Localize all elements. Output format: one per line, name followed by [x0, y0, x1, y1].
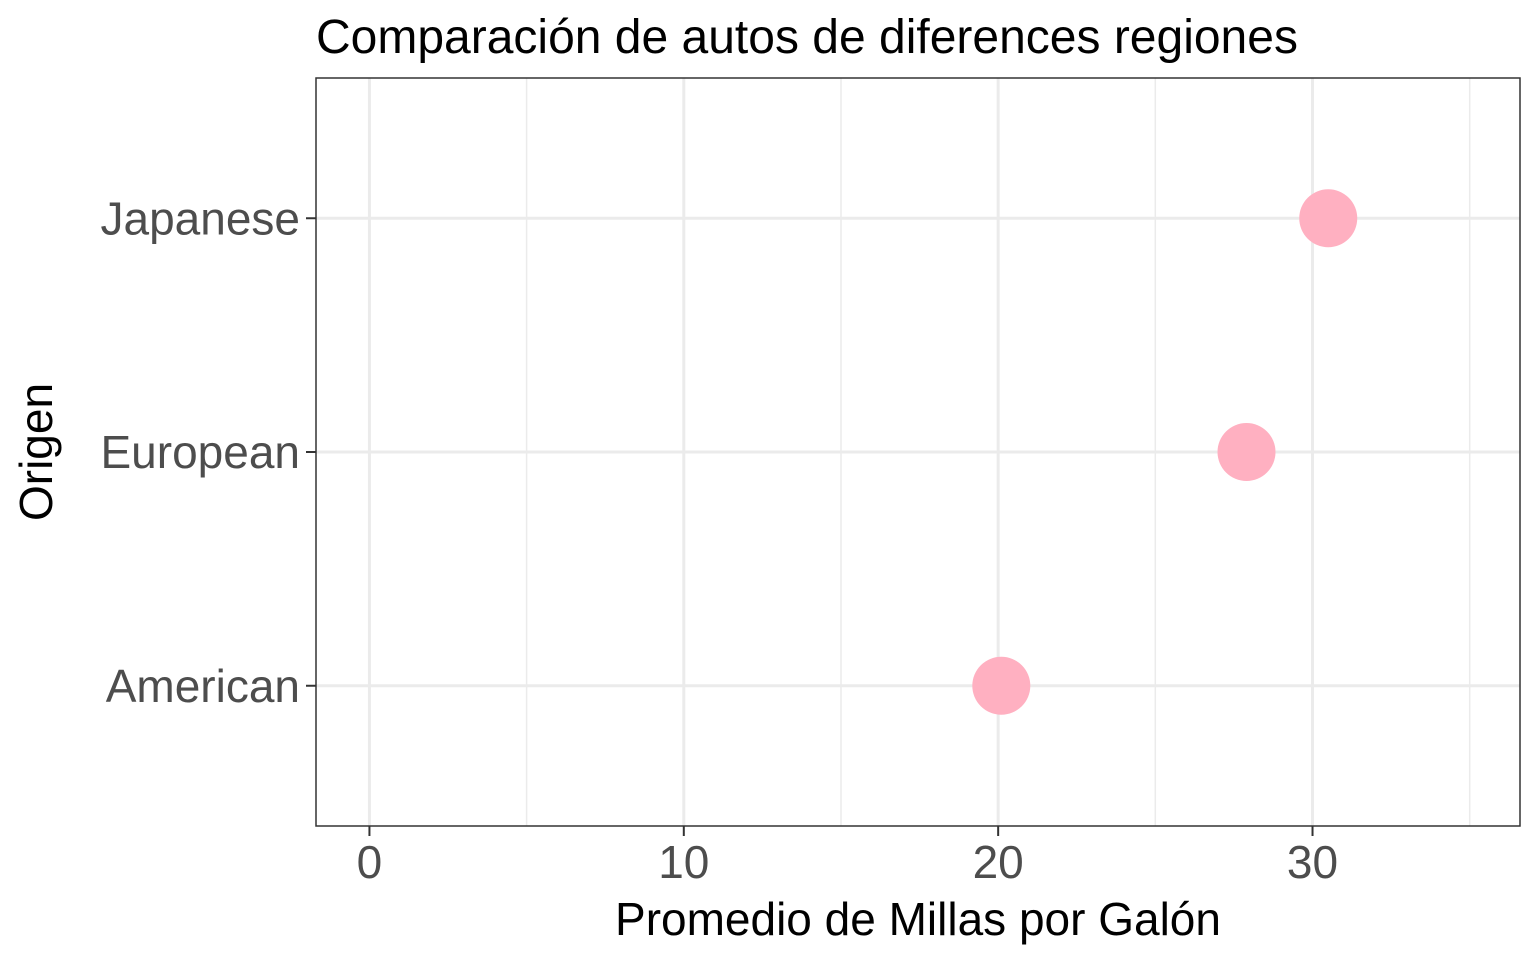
- x-tick-label: 20: [973, 836, 1024, 888]
- chart-title: Comparación de autos de diferences regio…: [316, 11, 1298, 64]
- x-axis-title: Promedio de Millas por Galón: [615, 893, 1221, 945]
- y-tick-label-japanese: Japanese: [101, 192, 301, 244]
- x-tick-label: 10: [658, 836, 709, 888]
- y-tick-label-american: American: [106, 660, 300, 712]
- y-tick-label-european: European: [101, 426, 301, 478]
- y-axis-title: Origen: [10, 383, 62, 521]
- plot-area: 0 10 20 30 American European Japanese: [101, 77, 1521, 888]
- x-tick-label: 0: [357, 836, 383, 888]
- data-point-japanese: [1299, 189, 1358, 248]
- data-point-american: [972, 656, 1031, 715]
- data-point-european: [1217, 423, 1276, 481]
- x-tick-label: 30: [1287, 836, 1338, 888]
